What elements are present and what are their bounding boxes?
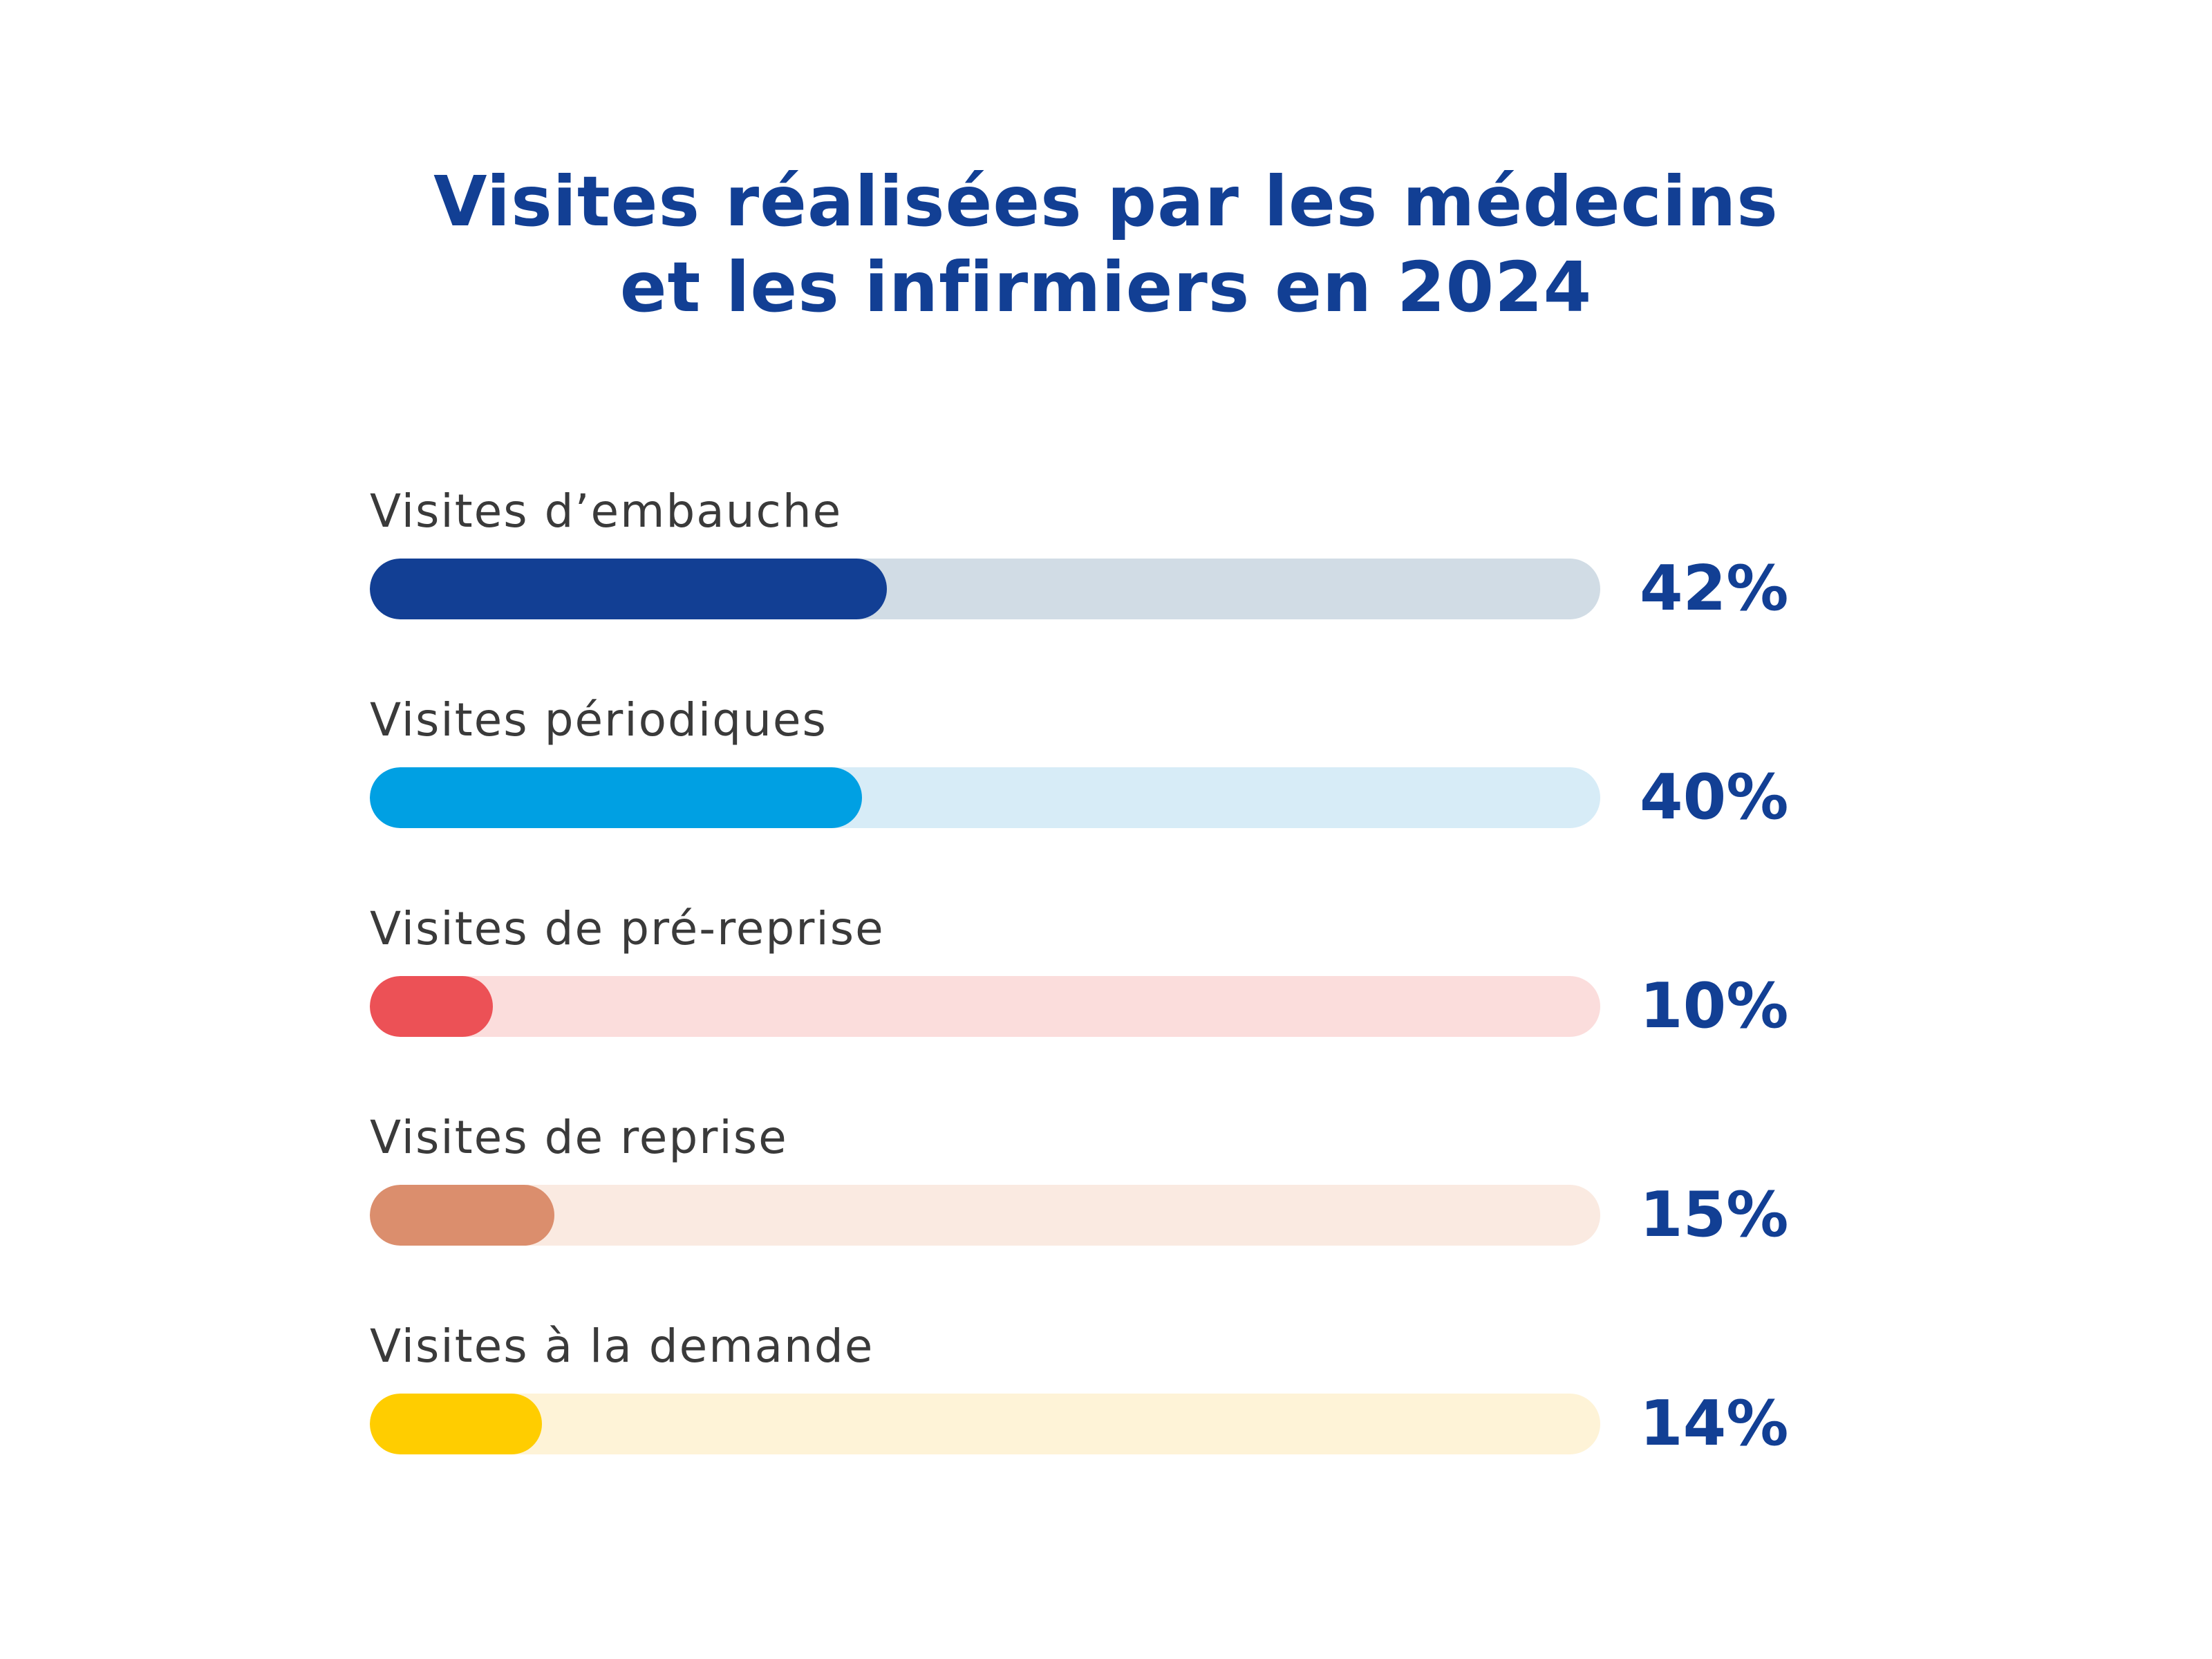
chart-title-line-1: Visites réalisées par les médecins	[433, 161, 1779, 242]
bar-track-periodiques	[370, 767, 1600, 828]
bar-label-reprise: Visites de reprise	[370, 1111, 788, 1164]
bar-row-pre-reprise: Visites de pré-reprise 10%	[0, 901, 2212, 1067]
bar-label-a-la-demande: Visites à la demande	[370, 1320, 874, 1373]
bar-value-embauche: 42%	[1640, 552, 1789, 625]
bar-label-periodiques: Visites périodiques	[370, 693, 827, 747]
bar-value-pre-reprise: 10%	[1640, 970, 1789, 1042]
bar-row-periodiques: Visites périodiques 40%	[0, 693, 2212, 859]
bar-fill-pre-reprise	[370, 976, 493, 1037]
bar-track-a-la-demande	[370, 1394, 1600, 1454]
chart-title: Visites réalisées par les médecins et le…	[0, 159, 2212, 330]
bar-row-embauche: Visites d’embauche 42%	[0, 484, 2212, 650]
bar-value-periodiques: 40%	[1640, 761, 1789, 834]
bar-value-a-la-demande: 14%	[1640, 1387, 1789, 1460]
bar-fill-periodiques	[370, 767, 862, 828]
chart-title-line-2: et les infirmiers en 2024	[619, 247, 1593, 328]
bar-label-embauche: Visites d’embauche	[370, 485, 843, 538]
bar-label-pre-reprise: Visites de pré-reprise	[370, 902, 885, 955]
bar-fill-a-la-demande	[370, 1394, 542, 1454]
bar-row-a-la-demande: Visites à la demande 14%	[0, 1319, 2212, 1485]
bar-fill-reprise	[370, 1185, 554, 1246]
bar-track-reprise	[370, 1185, 1600, 1246]
bar-value-reprise: 15%	[1640, 1179, 1789, 1251]
bar-track-embauche	[370, 559, 1600, 619]
bar-row-reprise: Visites de reprise 15%	[0, 1110, 2212, 1276]
bar-track-pre-reprise	[370, 976, 1600, 1037]
bar-fill-embauche	[370, 559, 887, 619]
